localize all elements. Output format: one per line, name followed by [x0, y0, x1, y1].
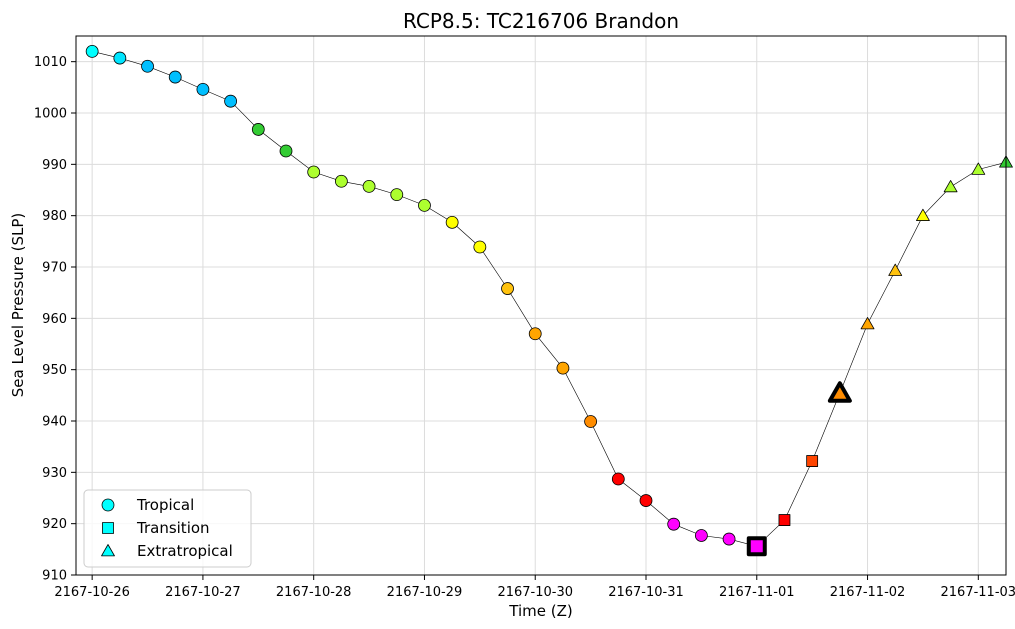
track-polyline [92, 51, 1007, 547]
legend: Tropical Transition Extratropical [83, 489, 252, 568]
x-tick-label: 2167-10-27 [165, 585, 241, 600]
data-point [251, 123, 265, 136]
data-point [362, 180, 376, 193]
data-point [778, 514, 791, 526]
highlighted-point [827, 381, 852, 403]
data-point [860, 317, 875, 330]
plot-frame [75, 35, 1007, 576]
y-axis-title: Sea Level Pressure (SLP) [9, 213, 27, 398]
data-point [141, 59, 154, 73]
data-point [334, 174, 348, 188]
data-point [888, 263, 903, 276]
data-point [916, 208, 930, 221]
data-point [667, 517, 681, 531]
data-point [224, 94, 238, 108]
data-point [473, 240, 487, 254]
data-point [418, 198, 431, 212]
data-point [528, 327, 542, 341]
x-tick-label: 2167-11-02 [830, 585, 906, 600]
x-axis: 2167-10-26 2167-10-27 2167-10-28 2167-10-29… [54, 575, 1015, 600]
data-point [639, 494, 653, 507]
y-tick-label: 990 [42, 158, 67, 173]
y-tick-label: 960 [42, 312, 67, 327]
data-point [85, 45, 99, 58]
legend-label: Tropical [136, 496, 194, 514]
y-tick-label: 920 [42, 517, 67, 532]
data-point [113, 51, 127, 65]
data-point [943, 180, 958, 193]
y-tick-label: 930 [42, 466, 67, 481]
y-tick-label: 1010 [34, 55, 67, 70]
x-tick-label: 2167-10-26 [54, 585, 130, 600]
x-axis-title: Time (Z) [508, 602, 572, 620]
data-point [390, 188, 404, 202]
data-point [307, 165, 321, 179]
data-point [722, 532, 736, 546]
data-point [971, 162, 986, 175]
x-tick-label: 2167-10-28 [276, 585, 352, 600]
legend-marker [101, 498, 115, 512]
highlighted-point [746, 536, 767, 557]
data-point [694, 529, 708, 542]
data-point [279, 144, 293, 158]
x-tick-label: 2167-11-03 [941, 585, 1015, 600]
y-tick-label: 980 [42, 209, 67, 224]
data-points [85, 45, 1013, 557]
x-tick-label: 2167-11-01 [719, 585, 795, 600]
x-tick-label: 2167-10-30 [497, 585, 573, 600]
legend-label: Transition [136, 519, 210, 537]
data-point [806, 455, 819, 467]
y-tick-label: 910 [42, 569, 67, 584]
track-line [92, 51, 1007, 547]
legend-marker [102, 522, 114, 534]
y-tick-label: 1000 [34, 107, 67, 122]
y-axis: 910 920 930 940 950 960 970 980 990 1000 1010 [34, 55, 76, 584]
data-point [611, 472, 625, 486]
y-tick-label: 950 [42, 363, 67, 378]
legend-box [83, 489, 252, 568]
x-tick-label: 2167-10-31 [608, 585, 684, 600]
data-point [168, 70, 182, 84]
data-point [445, 215, 459, 229]
legend-label: Extratropical [137, 542, 233, 560]
x-tick-label: 2167-10-29 [387, 585, 463, 600]
data-point [501, 282, 514, 295]
y-tick-label: 940 [42, 415, 67, 430]
data-point [556, 361, 570, 375]
data-point [196, 82, 210, 96]
data-point [584, 415, 598, 428]
y-tick-label: 970 [42, 261, 67, 276]
chart-title: RCP8.5: TC216706 Brandon [403, 9, 679, 33]
legend-marker [101, 544, 115, 557]
